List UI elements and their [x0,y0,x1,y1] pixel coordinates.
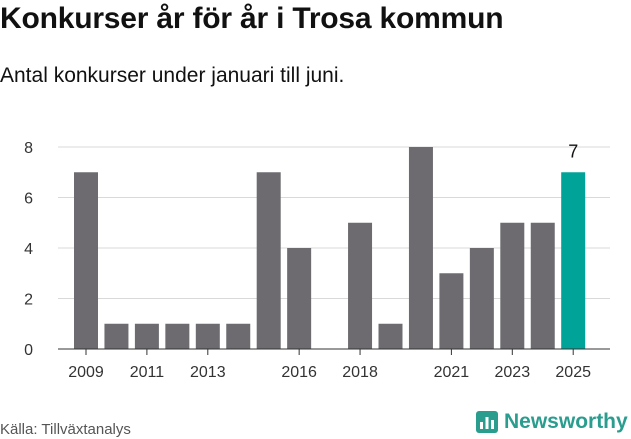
bar-2020 [408,147,433,349]
data-label: 7 [568,141,578,161]
bar-2016 [287,248,312,349]
x-tick-label: 2023 [495,364,531,381]
x-tick-label: 2018 [342,364,378,381]
bar-2019 [378,323,403,349]
y-tick-label: 0 [24,342,33,359]
bar-2013 [195,323,220,349]
bar-2014 [226,323,251,349]
y-tick-label: 6 [24,191,33,208]
bar-2018 [348,222,373,349]
bar-2021 [439,273,464,349]
bar-2015 [256,172,281,349]
x-tick-label: 2016 [281,364,317,381]
bar-2022 [469,248,494,349]
x-tick-label: 2025 [555,364,591,381]
x-tick-label: 2013 [190,364,226,381]
bar-2023 [500,222,525,349]
source-note: Källa: Tillväxtanalys [0,421,131,438]
chart-title: Konkurser år för år i Trosa kommun [0,2,504,35]
brand-name: Newsworthy [504,410,628,433]
x-tick-label: 2011 [130,364,165,381]
bar-2012 [165,323,190,349]
bar-chart: 0 2 4 6 8 2009 2011 2013 2016 2018 2021 2023 2025 7 [24,140,610,381]
bar-2010 [104,323,129,349]
y-tick-label: 8 [24,140,33,157]
y-tick-label: 4 [24,241,33,258]
bar-2025 [561,172,586,349]
bar-2009 [74,172,98,349]
x-tick-label: 2021 [434,364,470,381]
bar-2024 [530,222,555,349]
chart-subtitle: Antal konkurser under januari till juni. [0,64,345,87]
newsworthy-logo: Newsworthy [476,408,628,436]
bar-chart-logo-icon [476,411,498,433]
y-tick-label: 2 [24,292,33,309]
x-tick-label: 2009 [68,364,104,381]
bar-2011 [134,323,159,349]
